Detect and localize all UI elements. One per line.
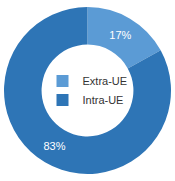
svg-text:83%: 83% bbox=[43, 140, 65, 152]
svg-text:Intra-UE: Intra-UE bbox=[83, 94, 124, 106]
svg-text:17%: 17% bbox=[109, 29, 131, 41]
svg-text:Extra-UE: Extra-UE bbox=[83, 75, 128, 87]
